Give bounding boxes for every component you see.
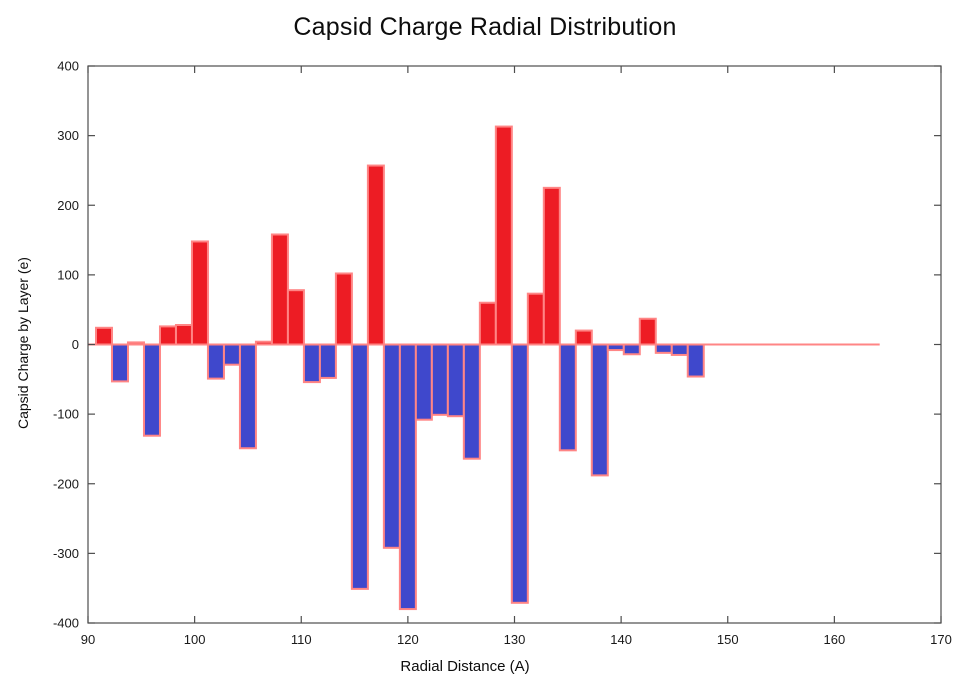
negative-bar xyxy=(414,343,433,421)
positive-bar xyxy=(574,329,593,346)
negative-bar xyxy=(510,343,529,604)
negative-bar xyxy=(318,343,337,379)
positive-bar xyxy=(334,272,353,346)
positive-bar xyxy=(286,289,305,346)
positive-bar xyxy=(494,125,513,346)
negative-bar xyxy=(670,343,689,356)
y-tick-label: -200 xyxy=(53,476,79,491)
y-tick-label: -100 xyxy=(53,407,79,422)
positive-bar xyxy=(542,186,561,346)
negative-bar xyxy=(590,343,609,477)
x-tick-label: 110 xyxy=(291,632,312,647)
positive-bar xyxy=(270,233,289,346)
positive-bar xyxy=(478,301,497,346)
negative-bar xyxy=(350,343,369,590)
negative-bar xyxy=(222,343,241,366)
x-tick-label: 100 xyxy=(184,632,206,647)
y-tick-label: -300 xyxy=(53,546,79,561)
negative-bar xyxy=(110,343,129,383)
positive-bar xyxy=(526,292,545,346)
negative-bar xyxy=(238,343,257,450)
y-tick-label: 200 xyxy=(57,198,79,213)
negative-bar xyxy=(206,343,225,380)
positive-bar xyxy=(158,325,177,346)
x-axis-title: Radial Distance (A) xyxy=(400,658,530,675)
y-tick-label: 400 xyxy=(57,59,79,74)
x-tick-label: 160 xyxy=(824,632,846,647)
negative-bar xyxy=(446,343,465,418)
positive-bar xyxy=(95,326,113,346)
negative-bar xyxy=(558,343,577,452)
y-axis-title: Capsid Charge by Layer (e) xyxy=(15,257,31,429)
negative-bar xyxy=(142,343,161,437)
negative-bar xyxy=(382,343,401,549)
positive-bar xyxy=(190,240,209,346)
y-tick-label: -400 xyxy=(53,616,79,631)
negative-bar xyxy=(430,343,449,416)
negative-bar xyxy=(462,343,481,460)
positive-bar xyxy=(174,324,193,346)
negative-bar xyxy=(302,343,321,384)
x-tick-label: 170 xyxy=(930,632,952,647)
y-tick-label: 300 xyxy=(57,128,79,143)
x-tick-label: 90 xyxy=(81,632,95,647)
negative-bar xyxy=(654,343,673,354)
positive-bar xyxy=(638,317,657,346)
x-tick-label: 120 xyxy=(397,632,419,647)
x-tick-label: 140 xyxy=(610,632,632,647)
positive-bar xyxy=(254,340,273,346)
positive-bar xyxy=(366,164,385,346)
negative-bar xyxy=(686,343,705,378)
negative-bar xyxy=(622,343,641,356)
y-tick-label: 0 xyxy=(72,337,79,352)
chart-title: Capsid Charge Radial Distribution xyxy=(293,13,677,41)
x-tick-label: 130 xyxy=(504,632,526,647)
y-tick-label: 100 xyxy=(57,267,79,282)
positive-bar xyxy=(126,341,145,346)
x-tick-label: 150 xyxy=(717,632,739,647)
negative-bar xyxy=(398,343,417,611)
negative-bar xyxy=(606,343,625,352)
